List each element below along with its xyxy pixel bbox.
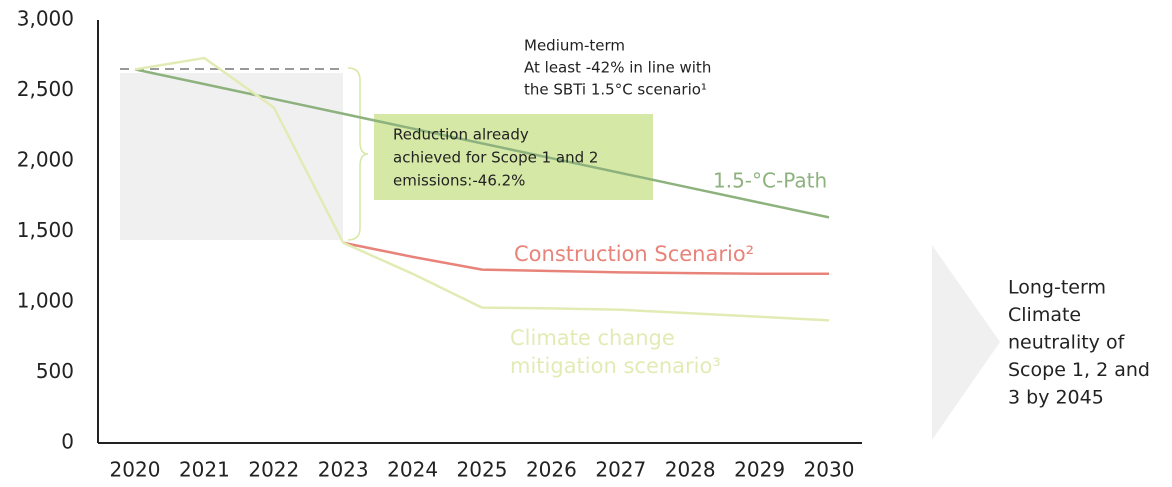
brace bbox=[347, 67, 369, 241]
x-tick-label: 2021 bbox=[179, 458, 230, 482]
y-tick-label: 1,500 bbox=[17, 218, 74, 242]
y-tick-label: 500 bbox=[36, 359, 74, 383]
annotation: emissions:-46.2% bbox=[393, 172, 525, 190]
y-tick-label: 2,500 bbox=[17, 77, 74, 101]
annotation: achieved for Scope 1 and 2 bbox=[393, 149, 598, 167]
annotation: Scope 1, 2 and bbox=[1008, 359, 1150, 381]
x-tick-label: 2023 bbox=[318, 458, 369, 482]
series-line bbox=[134, 56, 830, 322]
x-tick-label: 2030 bbox=[804, 458, 855, 482]
y-tick-label: 3,000 bbox=[17, 7, 74, 31]
x-tick-label: 2020 bbox=[110, 458, 161, 482]
series-line bbox=[342, 241, 829, 276]
x-tick-label: 2022 bbox=[248, 458, 299, 482]
series-label: Climate change mitigation scenario³ bbox=[510, 326, 721, 378]
reduction-area bbox=[120, 73, 343, 240]
annotation: 3 by 2045 bbox=[1008, 387, 1104, 409]
annotation: At least -42% in line with bbox=[524, 59, 711, 77]
series-line bbox=[134, 68, 830, 219]
annotation: Reduction already bbox=[393, 126, 529, 144]
x-tick-label: 2025 bbox=[457, 458, 508, 482]
annotation: Medium-term bbox=[524, 37, 625, 55]
x-tick-label: 2028 bbox=[665, 458, 716, 482]
annotation: Long-term bbox=[1008, 277, 1106, 299]
series-label: 1.5-°C-Path bbox=[713, 169, 827, 193]
x-tick-label: 2026 bbox=[526, 458, 577, 482]
annotation: Climate bbox=[1008, 304, 1081, 326]
annotation-box bbox=[374, 114, 653, 200]
series-label: Construction Scenario² bbox=[514, 242, 754, 266]
y-tick-label: 1,000 bbox=[17, 289, 74, 313]
x-tick-label: 2027 bbox=[595, 458, 646, 482]
annotation: neutrality of bbox=[1008, 332, 1126, 354]
y-tick-label: 0 bbox=[61, 430, 74, 454]
x-tick-label: 2024 bbox=[387, 458, 438, 482]
x-tick-label: 2029 bbox=[734, 458, 785, 482]
annotation: the SBTi 1.5°C scenario¹ bbox=[524, 81, 707, 99]
y-tick-label: 2,000 bbox=[17, 148, 74, 172]
chevron bbox=[932, 245, 1000, 440]
